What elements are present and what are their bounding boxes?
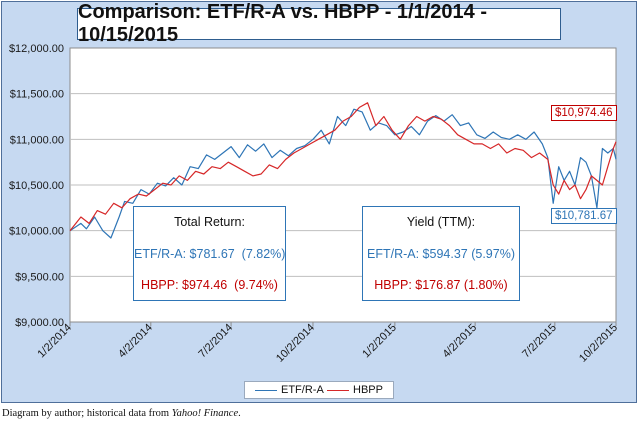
legend: ETF/R-A HBPP (244, 381, 394, 399)
legend-item-etf: ETF/R-A (255, 384, 324, 396)
y-tick-label: $11,000.00 (10, 134, 64, 146)
y-tick-label: $9,000.00 (15, 317, 64, 329)
legend-item-hbpp: HBPP (327, 384, 383, 396)
yield-hbpp: HBPP: $176.87 (1.80%) (374, 278, 508, 292)
legend-label-etf: ETF/R-A (281, 384, 324, 396)
yield-box: Yield (TTM): EFT/R-A: $594.37 (5.97%) HB… (362, 206, 520, 301)
series-line-etf (69, 108, 617, 239)
yield-heading: Yield (TTM): (406, 215, 476, 229)
y-tick-label: $10,500.00 (9, 180, 64, 192)
legend-label-hbpp: HBPP (353, 384, 383, 396)
y-tick-label: $11,500.00 (10, 89, 64, 101)
x-tick-label: 10/2/2014 (274, 322, 317, 365)
chart-title: Comparison: ETF/R-A vs. HBPP - 1/1/2014 … (77, 1, 561, 46)
x-tick-label: 7/2/2014 (196, 322, 235, 361)
caption-prefix: Diagram by author; historical data from (2, 408, 172, 419)
yield-etf: EFT/R-A: $594.37 (5.97%) (367, 247, 515, 261)
x-tick-label: 4/2/2015 (440, 322, 479, 361)
y-tick-label: $9,500.00 (15, 271, 64, 283)
caption-source: Yahoo! Finance (171, 408, 239, 419)
caption: Diagram by author; historical data from … (2, 408, 241, 419)
x-tick-label: 1/2/2015 (360, 322, 399, 361)
total-return-hbpp: HBPP: $974.46 (9.74%) (141, 278, 278, 292)
y-tick-label: $10,000.00 (9, 226, 64, 238)
y-tick-label: $12,000.00 (9, 43, 64, 55)
legend-swatch-etf (255, 389, 277, 391)
legend-swatch-hbpp (327, 389, 349, 391)
total-return-box: Total Return: ETF/R-A: $781.67 (7.82%) H… (133, 206, 286, 301)
x-tick-label: 10/2/2015 (577, 322, 620, 365)
caption-suffix: . (238, 408, 241, 419)
total-return-etf: ETF/R-A: $781.67 (7.82%) (134, 247, 286, 261)
x-tick-label: 4/2/2014 (116, 322, 155, 361)
x-tick-label: 7/2/2015 (520, 322, 559, 361)
hbpp-end-value-callout: $10,974.46 (551, 105, 617, 121)
series-line-hbpp (69, 102, 617, 232)
total-return-heading: Total Return: (174, 215, 245, 229)
etf-end-value-callout: $10,781.67 (551, 208, 617, 224)
